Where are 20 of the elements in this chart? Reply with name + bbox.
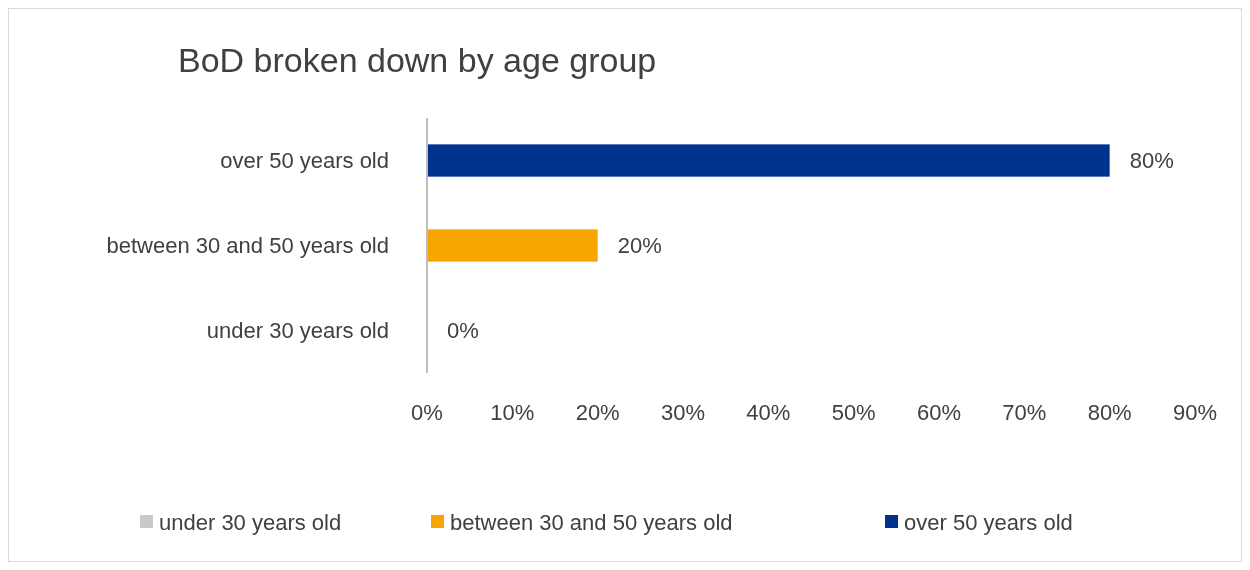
data-label: 0% [447, 318, 479, 343]
data-label: 20% [617, 233, 662, 258]
x-tick-label: 20% [575, 399, 620, 425]
x-tick-label: 30% [660, 399, 706, 425]
x-tick-label: 80% [1087, 399, 1132, 425]
x-tick-label: 0% [411, 399, 443, 425]
legend-label: over 50 years old [904, 509, 1073, 535]
legend-label: under 30 years old [159, 509, 342, 535]
chart-title: BoD broken down by age group [178, 41, 657, 79]
x-tick-label: 10% [490, 399, 535, 425]
x-tick-label: 50% [831, 399, 876, 425]
data-label: 80% [1129, 148, 1174, 173]
y-tick-label: under 30 years old [206, 318, 389, 343]
y-tick-label: between 30 and 50 years old [106, 233, 389, 258]
y-tick-label: over 50 years old [220, 148, 389, 173]
legend-label: between 30 and 50 years old [450, 509, 733, 535]
x-tick-label: 40% [746, 399, 791, 425]
x-tick-label: 70% [1002, 399, 1047, 425]
x-tick-label: 90% [1172, 399, 1218, 425]
x-tick-label: 60% [916, 399, 962, 425]
